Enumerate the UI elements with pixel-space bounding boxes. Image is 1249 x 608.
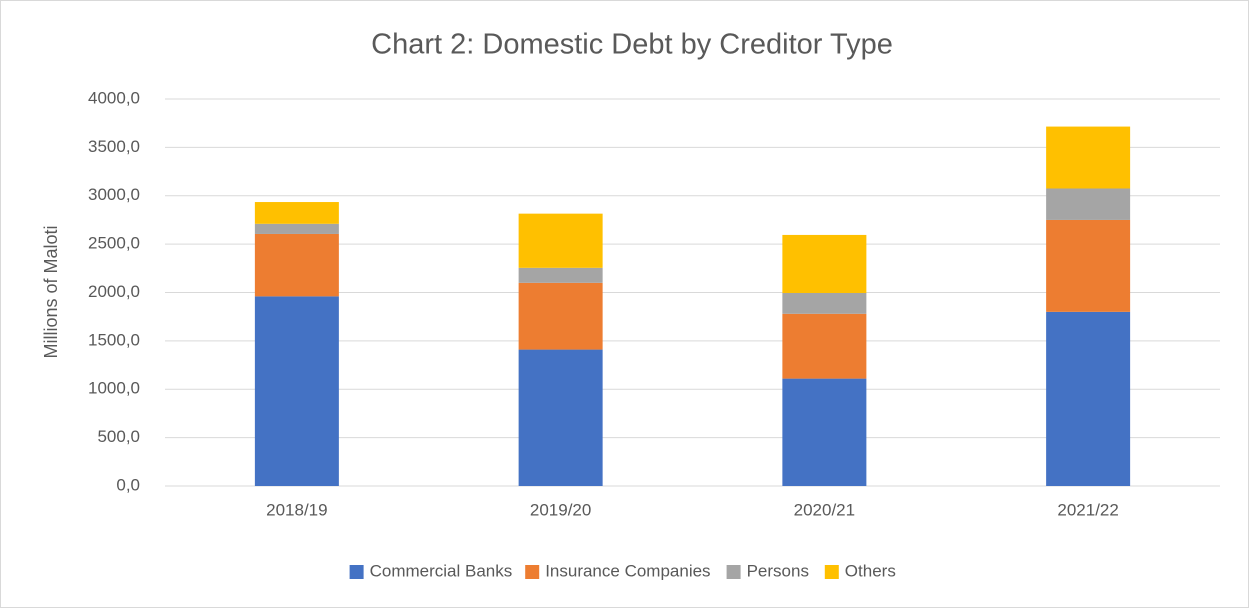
bar-segment <box>254 202 339 224</box>
legend-label: Persons <box>747 561 809 580</box>
bar-segment <box>518 349 603 486</box>
y-tick-label: 2500,0 <box>88 234 140 253</box>
bar-segment <box>782 313 867 379</box>
x-tick-label: 2018/19 <box>266 500 327 519</box>
chart-title: Chart 2: Domestic Debt by Creditor Type <box>371 29 893 61</box>
y-tick-label: 1500,0 <box>88 330 140 349</box>
legend-label: Insurance Companies <box>545 561 710 580</box>
x-tick-label: 2021/22 <box>1057 500 1118 519</box>
bar-segment <box>1046 188 1131 220</box>
y-tick-label: 1000,0 <box>88 379 140 398</box>
bar-segment <box>782 378 867 486</box>
y-tick-label: 0,0 <box>116 475 140 494</box>
bar-segment <box>518 213 603 268</box>
y-tick-label: 500,0 <box>97 427 140 446</box>
y-axis-label: Millions of Maloti <box>41 225 61 358</box>
legend-label: Commercial Banks <box>370 561 513 580</box>
legend-swatch <box>349 565 364 579</box>
legend-swatch <box>824 565 839 579</box>
bar-segment <box>1046 311 1131 486</box>
bar-segment <box>1046 219 1131 312</box>
bar-segment <box>782 292 867 314</box>
bar-segment <box>518 282 603 350</box>
y-tick-label: 2000,0 <box>88 282 140 301</box>
bar-segment <box>518 267 603 283</box>
legend-swatch <box>525 565 540 579</box>
bar-segment <box>254 296 339 486</box>
bar-segment <box>782 234 867 293</box>
bar-segment <box>254 233 339 297</box>
x-tick-label: 2019/20 <box>530 500 591 519</box>
legend-label: Others <box>845 561 896 580</box>
legend-swatch <box>726 565 741 579</box>
bar-segment <box>1046 126 1131 189</box>
y-tick-label: 3500,0 <box>88 137 140 156</box>
bar-segment <box>254 223 339 234</box>
y-tick-label: 3000,0 <box>88 185 140 204</box>
y-tick-label: 4000,0 <box>88 88 140 107</box>
x-tick-label: 2020/21 <box>794 500 855 519</box>
